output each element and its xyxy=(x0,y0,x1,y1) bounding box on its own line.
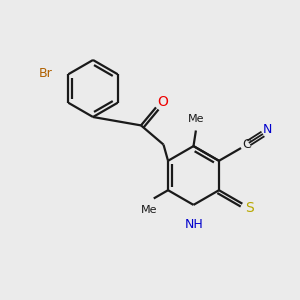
Text: Me: Me xyxy=(188,114,204,124)
Text: Me: Me xyxy=(141,205,157,215)
Text: S: S xyxy=(245,201,254,215)
Text: O: O xyxy=(157,95,168,109)
Text: Br: Br xyxy=(39,67,53,80)
Text: N: N xyxy=(263,123,272,136)
Text: C: C xyxy=(242,138,251,151)
Text: NH: NH xyxy=(185,218,203,230)
